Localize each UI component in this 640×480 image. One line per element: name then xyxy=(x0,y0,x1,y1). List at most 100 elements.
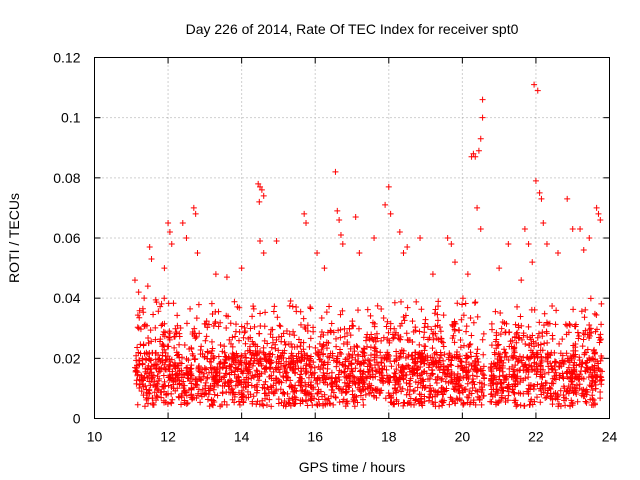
roti-point xyxy=(433,363,440,370)
roti-point xyxy=(137,326,144,333)
roti-point xyxy=(136,307,143,314)
roti-point xyxy=(526,401,533,408)
roti-point xyxy=(429,370,436,377)
roti-point xyxy=(531,81,538,88)
roti-point xyxy=(405,337,412,344)
roti-point xyxy=(299,398,306,405)
roti-point xyxy=(298,339,305,346)
roti-point xyxy=(498,385,505,392)
roti-point xyxy=(301,210,308,217)
roti-point xyxy=(314,390,321,397)
roti-point xyxy=(493,345,500,352)
roti-point xyxy=(188,385,195,392)
roti-point xyxy=(136,314,143,321)
roti-point xyxy=(178,401,185,408)
roti-point xyxy=(176,380,183,387)
roti-point xyxy=(462,300,469,307)
roti-point xyxy=(201,353,208,360)
roti-point xyxy=(430,330,437,337)
roti-point xyxy=(444,235,451,241)
roti-point xyxy=(257,310,264,317)
roti-point xyxy=(226,336,233,343)
roti-point xyxy=(176,341,183,348)
roti-point xyxy=(411,387,418,394)
roti-point xyxy=(428,387,435,394)
roti-point xyxy=(329,350,336,357)
roti-point xyxy=(157,303,164,310)
roti-point xyxy=(480,392,487,399)
roti-point xyxy=(517,313,524,320)
roti-point xyxy=(340,396,347,403)
roti-point xyxy=(254,343,261,350)
roti-point xyxy=(322,376,329,383)
roti-point xyxy=(352,213,359,220)
roti-point xyxy=(560,391,567,398)
roti-point xyxy=(216,365,223,372)
roti-point xyxy=(134,312,141,319)
roti-point xyxy=(398,298,405,305)
roti-point xyxy=(211,320,218,327)
roti-point xyxy=(139,355,146,362)
roti-point xyxy=(413,298,420,305)
roti-point xyxy=(564,355,571,362)
roti-point xyxy=(511,347,518,354)
roti-point xyxy=(277,353,284,360)
roti-point xyxy=(523,364,530,371)
roti-point xyxy=(565,383,572,390)
roti-point xyxy=(598,321,605,328)
roti-point xyxy=(409,318,416,325)
roti-point xyxy=(451,339,458,346)
roti-point xyxy=(564,387,571,394)
roti-point xyxy=(154,373,161,380)
roti-point xyxy=(511,390,518,397)
roti-point xyxy=(504,397,511,404)
roti-point xyxy=(549,332,556,339)
roti-point xyxy=(333,335,340,342)
roti-point xyxy=(337,326,344,333)
roti-point xyxy=(591,350,598,357)
roti-point xyxy=(286,331,293,338)
roti-point xyxy=(228,340,235,347)
roti-point xyxy=(159,343,166,350)
roti-point xyxy=(512,381,519,388)
roti-point xyxy=(195,301,202,308)
roti-point xyxy=(400,366,407,373)
roti-point xyxy=(238,352,245,359)
roti-point xyxy=(207,385,214,392)
roti-point xyxy=(451,386,458,393)
roti-point xyxy=(148,369,155,376)
roti-point xyxy=(245,394,252,401)
roti-point xyxy=(357,392,364,399)
roti-point xyxy=(460,312,467,319)
roti-point xyxy=(474,346,481,353)
roti-point xyxy=(170,375,177,382)
roti-point xyxy=(307,304,314,311)
roti-point xyxy=(198,343,205,350)
roti-point xyxy=(242,328,249,335)
roti-point xyxy=(262,364,269,371)
roti-point xyxy=(570,368,577,375)
roti-point xyxy=(558,362,565,369)
roti-point xyxy=(494,342,501,349)
roti-point xyxy=(404,244,411,251)
roti-point xyxy=(449,380,456,387)
roti-point xyxy=(472,153,479,160)
roti-point xyxy=(570,306,577,313)
roti-point xyxy=(403,330,410,337)
roti-point xyxy=(172,387,179,394)
roti-point xyxy=(297,321,304,328)
roti-point xyxy=(183,235,190,241)
roti-point xyxy=(355,307,362,314)
roti-point xyxy=(386,374,393,381)
roti-point xyxy=(429,271,436,278)
roti-point xyxy=(226,382,233,389)
roti-point xyxy=(540,322,547,329)
roti-point xyxy=(323,396,330,403)
roti-point xyxy=(391,370,398,376)
roti-point xyxy=(557,387,564,394)
roti-point xyxy=(537,341,544,348)
roti-point xyxy=(291,366,298,373)
roti-point xyxy=(315,363,322,370)
roti-point xyxy=(429,345,436,352)
roti-point xyxy=(326,354,333,361)
